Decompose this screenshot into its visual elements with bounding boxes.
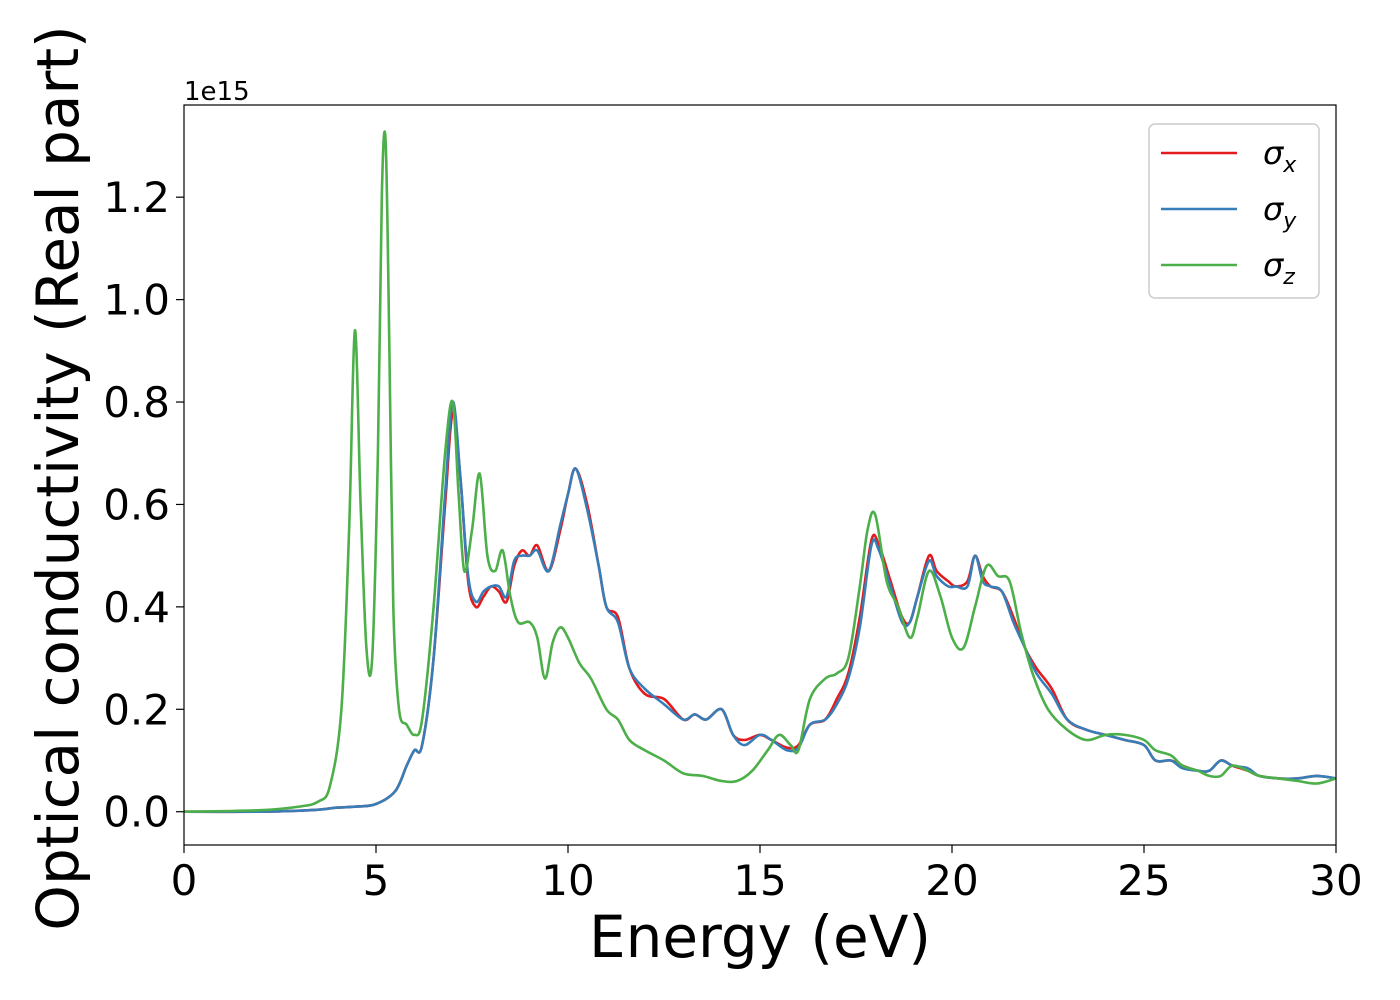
x-tick-label: 0 bbox=[171, 856, 198, 905]
y-tick-label: 0.8 bbox=[103, 378, 170, 427]
y-axis-label: Optical conductivity (Real part) bbox=[24, 25, 92, 930]
x-tick-label: 25 bbox=[1117, 856, 1170, 905]
y-axis-offset-text: 1e15 bbox=[184, 77, 250, 107]
y-tick-label: 0.0 bbox=[103, 788, 170, 837]
y-tick-label: 1.2 bbox=[103, 173, 170, 222]
y-axis: 0.0 0.2 0.4 0.6 0.8 1.0 1.2 bbox=[103, 173, 184, 837]
series-line-y bbox=[184, 400, 1336, 814]
y-tick-label: 1.0 bbox=[103, 276, 170, 325]
x-tick-label: 5 bbox=[363, 856, 390, 905]
x-axis: 0 5 10 15 20 25 30 bbox=[171, 845, 1363, 905]
x-tick-label: 20 bbox=[925, 856, 978, 905]
y-tick-label: 0.4 bbox=[103, 583, 170, 632]
legend-box bbox=[1148, 123, 1320, 299]
x-axis-label: Energy (eV) bbox=[589, 903, 931, 971]
y-tick-label: 0.2 bbox=[103, 685, 170, 734]
series-line-z bbox=[184, 130, 1336, 813]
legend-label-x: σx bbox=[1263, 134, 1297, 178]
legend: σx σy σz bbox=[1148, 123, 1320, 299]
x-tick-label: 10 bbox=[541, 856, 594, 905]
legend-label-z: σz bbox=[1263, 246, 1295, 290]
x-tick-label: 15 bbox=[733, 856, 786, 905]
legend-label-y: σy bbox=[1263, 190, 1297, 234]
y-tick-label: 0.6 bbox=[103, 480, 170, 529]
x-tick-label: 30 bbox=[1309, 856, 1362, 905]
